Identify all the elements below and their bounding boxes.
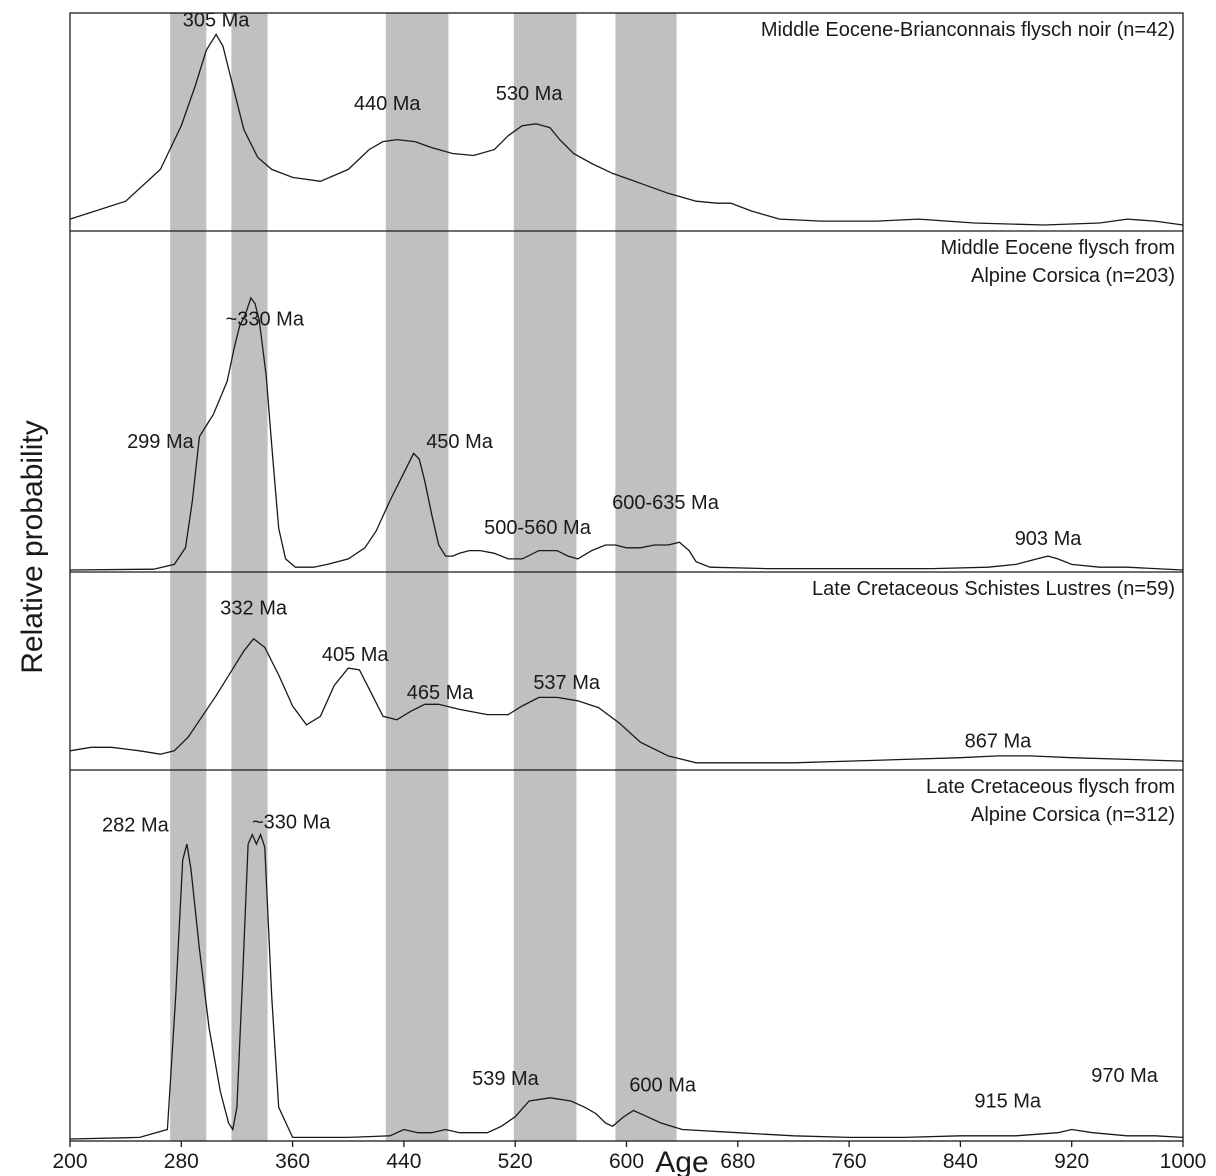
probability-curves xyxy=(69,33,1184,1140)
panel-3-peak-label-2: 405 Ma xyxy=(322,644,390,666)
panel-4-peak-label-1: 282 Ma xyxy=(102,814,170,836)
panel-2-title-line-1: Middle Eocene flysch from xyxy=(940,237,1175,259)
panel-4-curve xyxy=(69,832,1184,1140)
highlight-bands xyxy=(170,13,677,1141)
panel-2-peak-label-2: 299 Ma xyxy=(127,431,195,453)
y-axis-title: Relative probability xyxy=(16,420,49,673)
panel-2-curve xyxy=(69,296,1184,571)
peak-labels: 305 Ma 440 Ma 530 Ma ~330 Ma 299 Ma 450 Ma 500… xyxy=(102,9,1159,1112)
panel-2-peak-label-1: ~330 Ma xyxy=(226,309,305,331)
panel-3-peak-label-1: 332 Ma xyxy=(220,598,288,620)
panel-3-peak-label-3: 465 Ma xyxy=(407,682,475,704)
panel-4-title-line-1: Late Cretaceous flysch from xyxy=(926,776,1175,798)
panel-2-peak-label-5: 600-635 Ma xyxy=(612,492,720,514)
x-tick-label-600: 600 xyxy=(609,1150,644,1173)
x-tick-label-840: 840 xyxy=(943,1150,978,1173)
x-axis: 200 280 360 440 520 600 680 760 840 920 1000 xyxy=(52,1141,1206,1173)
x-tick-label-200: 200 xyxy=(52,1150,87,1173)
panel-4-peak-label-5: 915 Ma xyxy=(974,1090,1042,1112)
x-tick-label-1000: 1000 xyxy=(1160,1150,1207,1173)
x-tick-label-440: 440 xyxy=(386,1150,421,1173)
panel-2-title-line-2: Alpine Corsica (n=203) xyxy=(971,265,1175,287)
panel-3-title-line-1: Late Cretaceous Schistes Lustres (n=59) xyxy=(812,578,1175,600)
panel-2-peak-label-6: 903 Ma xyxy=(1015,528,1083,550)
age-band-4 xyxy=(513,13,577,1141)
panel-1-curve xyxy=(69,33,1184,226)
x-tick-label-680: 680 xyxy=(720,1150,755,1173)
age-band-3 xyxy=(385,13,449,1141)
panel-1-peak-label-1: 305 Ma xyxy=(183,9,251,31)
panel-4-peak-label-3: 539 Ma xyxy=(472,1068,540,1090)
x-axis-title: Age xyxy=(655,1146,708,1176)
panel-1-title-line-1: Middle Eocene-Brianconnais flysch noir (… xyxy=(761,19,1175,41)
panel-3-peak-label-4: 537 Ma xyxy=(533,672,601,694)
panel-4-peak-label-4: 600 Ma xyxy=(629,1074,697,1096)
x-tick-label-920: 920 xyxy=(1054,1150,1089,1173)
panel-2-peak-label-4: 500-560 Ma xyxy=(484,517,592,539)
x-tick-label-760: 760 xyxy=(832,1150,867,1173)
panel-4-title-line-2: Alpine Corsica (n=312) xyxy=(971,804,1175,826)
x-tick-label-360: 360 xyxy=(275,1150,310,1173)
age-band-2 xyxy=(231,13,268,1141)
panel-4-peak-label-2: ~330 Ma xyxy=(252,811,331,833)
panel-2-peak-label-3: 450 Ma xyxy=(426,431,494,453)
age-band-1 xyxy=(170,13,207,1141)
age-band-5 xyxy=(615,13,677,1141)
panel-dividers xyxy=(70,230,1183,771)
panel-4-peak-label-6: 970 Ma xyxy=(1091,1065,1159,1087)
x-tick-label-520: 520 xyxy=(498,1150,533,1173)
panel-titles: Middle Eocene-Brianconnais flysch noir (… xyxy=(761,19,1175,826)
x-tick-label-280: 280 xyxy=(164,1150,199,1173)
panel-1-peak-label-2: 440 Ma xyxy=(354,93,422,115)
panel-3-curve xyxy=(69,637,1184,764)
panel-3-peak-label-5: 867 Ma xyxy=(965,730,1033,752)
panel-1-peak-label-3: 530 Ma xyxy=(496,83,564,105)
